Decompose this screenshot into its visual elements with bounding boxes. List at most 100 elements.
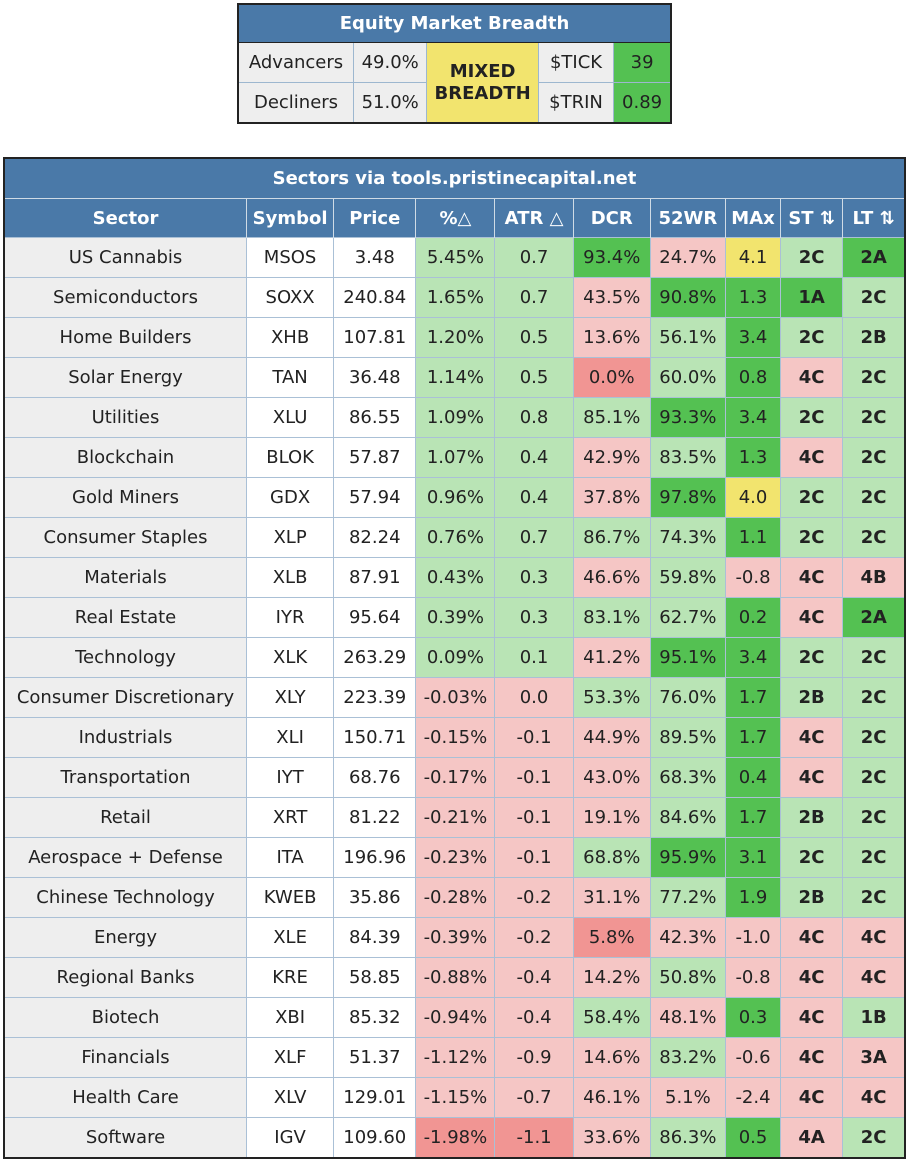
cell-symbol: IYR [245,597,335,638]
cell-price: 107.81 [333,317,417,358]
cell-sector: Retail [3,797,247,838]
cell-dcr: 14.6% [572,1037,651,1078]
cell-st: 4C [780,357,844,398]
cell-52wr: 97.8% [649,477,726,518]
cell-lt: 4C [842,917,906,958]
cell-sector: Technology [3,637,247,678]
cell-symbol: XRT [245,797,335,838]
cell-pct-change: 0.43% [415,557,496,598]
column-header-atr-change[interactable]: ATR △ [494,198,574,238]
cell-dcr: 46.1% [572,1077,651,1118]
table-row: Energy XLE 84.39 -0.39% -0.2 5.8% 42.3% -1.0 4C 4… [3,917,906,958]
cell-symbol: IGV [245,1117,335,1159]
cell-symbol: XLF [245,1037,335,1078]
cell-atr-change: 0.4 [494,437,574,478]
table-row: US Cannabis MSOS 3.48 5.45% 0.7 93.4% 24.7% 4.1… [3,237,906,278]
cell-atr-change: 0.3 [494,557,574,598]
cell-st: 2C [780,477,844,518]
cell-lt: 4B [842,557,906,598]
cell-max: 1.7 [724,717,782,758]
cell-dcr: 93.4% [572,237,651,278]
cell-dcr: 85.1% [572,397,651,438]
cell-st: 2B [780,677,844,718]
cell-52wr: 59.8% [649,557,726,598]
cell-max: 1.3 [724,277,782,318]
cell-atr-change: 0.8 [494,397,574,438]
cell-price: 82.24 [333,517,417,558]
column-header-sector[interactable]: Sector [4,198,247,238]
cell-price: 109.60 [333,1117,417,1159]
trin-label: $TRIN [537,82,615,124]
cell-max: 1.7 [724,797,782,838]
cell-price: 240.84 [333,277,417,318]
cell-sector: Semiconductors [3,277,247,318]
cell-pct-change: 1.65% [415,277,496,318]
column-header-max[interactable]: MAx [724,198,781,238]
cell-price: 81.22 [333,797,417,838]
cell-price: 57.94 [333,477,417,518]
column-header-pct-change[interactable]: %△ [415,198,495,238]
column-header-st[interactable]: ST ⇅ [780,198,843,238]
cell-max: 3.4 [724,397,782,438]
table-row: Biotech XBI 85.32 -0.94% -0.4 58.4% 48.1% 0.3 4C… [3,997,906,1038]
cell-52wr: 48.1% [649,997,726,1038]
cell-sector: Energy [3,917,247,958]
cell-dcr: 0.0% [572,357,651,398]
cell-st: 2C [780,397,844,438]
column-header-lt[interactable]: LT ⇅ [842,198,905,238]
cell-dcr: 5.8% [572,917,651,958]
cell-dcr: 53.3% [572,677,651,718]
cell-52wr: 74.3% [649,517,726,558]
column-header-dcr[interactable]: DCR [572,198,651,238]
table-row: Technology XLK 263.29 0.09% 0.1 41.2% 95.1% 3.4… [3,637,906,678]
cell-52wr: 62.7% [649,597,726,638]
cell-symbol: XLY [245,677,335,718]
cell-price: 85.32 [333,997,417,1038]
cell-pct-change: -0.28% [415,877,496,918]
cell-symbol: XLK [245,637,335,678]
cell-dcr: 83.1% [572,597,651,638]
cell-dcr: 31.1% [572,877,651,918]
cell-lt: 2C [842,437,906,478]
cell-dcr: 43.5% [572,277,651,318]
cell-max: 3.4 [724,317,782,358]
cell-52wr: 95.1% [649,637,726,678]
cell-pct-change: 0.09% [415,637,496,678]
cell-atr-change: 0.5 [494,357,574,398]
column-header-52wr[interactable]: 52WR [649,198,726,238]
cell-pct-change: 0.39% [415,597,496,638]
cell-52wr: 68.3% [649,757,726,798]
column-header-price[interactable]: Price [333,198,416,238]
cell-sector: Chinese Technology [3,877,247,918]
cell-sector: Materials [3,557,247,598]
cell-sector: Aerospace + Defense [3,837,247,878]
cell-atr-change: -0.2 [494,917,574,958]
cell-pct-change: -0.23% [415,837,496,878]
cell-price: 3.48 [333,237,417,278]
cell-symbol: XLU [245,397,335,438]
cell-symbol: BLOK [245,437,335,478]
cell-atr-change: 0.5 [494,317,574,358]
cell-max: 0.8 [724,357,782,398]
column-header-symbol[interactable]: Symbol [245,198,334,238]
cell-lt: 2C [842,677,906,718]
cell-atr-change: -1.1 [494,1117,574,1159]
cell-st: 4C [780,757,844,798]
cell-52wr: 50.8% [649,957,726,998]
cell-dcr: 37.8% [572,477,651,518]
cell-atr-change: -0.7 [494,1077,574,1118]
cell-atr-change: -0.4 [494,997,574,1038]
cell-symbol: GDX [245,477,335,518]
cell-sector: Blockchain [3,437,247,478]
cell-symbol: XBI [245,997,335,1038]
decliners-label: Decliners [237,82,355,124]
table-row: Semiconductors SOXX 240.84 1.65% 0.7 43.5% 90.… [3,277,906,318]
cell-symbol: XLE [245,917,335,958]
table-row: Utilities XLU 86.55 1.09% 0.8 85.1% 93.3% 3.4 2C… [3,397,906,438]
cell-sector: Solar Energy [3,357,247,398]
cell-52wr: 56.1% [649,317,726,358]
cell-symbol: XLV [245,1077,335,1118]
table-row: Real Estate IYR 95.64 0.39% 0.3 83.1% 62.7% 0.2… [3,597,906,638]
cell-lt: 2C [842,837,906,878]
cell-price: 129.01 [333,1077,417,1118]
